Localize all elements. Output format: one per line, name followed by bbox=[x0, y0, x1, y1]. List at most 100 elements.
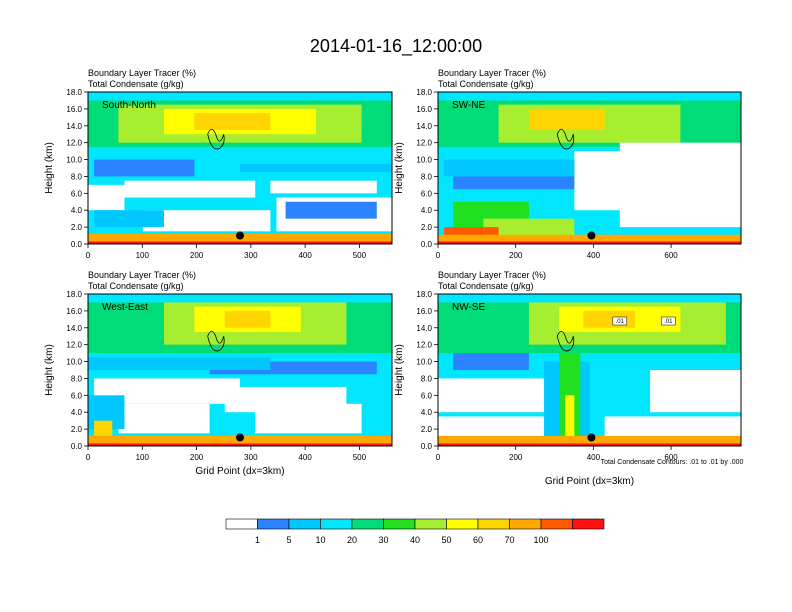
field-region bbox=[118, 403, 210, 434]
field-region bbox=[224, 310, 271, 328]
colorbar-swatch bbox=[572, 518, 605, 530]
y-tick-label: 6.0 bbox=[71, 189, 83, 198]
figure-title: 2014-01-16_12:00:00 bbox=[310, 36, 482, 57]
x-tick-label: 200 bbox=[190, 453, 204, 462]
y-tick-label: 6.0 bbox=[71, 391, 83, 400]
field-region bbox=[583, 310, 635, 328]
field-region bbox=[559, 353, 581, 438]
field-region bbox=[528, 108, 605, 130]
field-region bbox=[88, 357, 271, 370]
x-tick-label: 0 bbox=[436, 453, 441, 462]
y-tick-label: 2.0 bbox=[421, 223, 433, 232]
colorbar-swatch bbox=[383, 518, 416, 530]
contour-label-box bbox=[612, 316, 628, 326]
y-tick-label: 16.0 bbox=[66, 105, 82, 114]
colorbar-swatch bbox=[257, 518, 290, 530]
y-tick-label: 12.0 bbox=[66, 139, 82, 148]
panel-label-tracer: Boundary Layer Tracer (%) bbox=[88, 68, 196, 78]
y-tick-label: 8.0 bbox=[421, 374, 433, 383]
field-region bbox=[285, 201, 377, 219]
condensate-contour bbox=[556, 330, 575, 352]
panel-name: SW-NE bbox=[452, 100, 485, 111]
y-tick-label: 6.0 bbox=[421, 391, 433, 400]
panel-label-condensate: Total Condensate (g/kg) bbox=[88, 79, 184, 89]
colorbar-swatch bbox=[351, 518, 384, 530]
field-region bbox=[438, 241, 741, 244]
plot-frame bbox=[437, 91, 742, 245]
panel-label-condensate: Total Condensate (g/kg) bbox=[88, 281, 184, 291]
y-tick-label: 6.0 bbox=[421, 189, 433, 198]
plot-frame bbox=[87, 91, 393, 245]
field-region bbox=[142, 210, 271, 232]
location-marker bbox=[587, 231, 596, 240]
y-tick-label: 14.0 bbox=[416, 122, 432, 131]
y-tick-label: 4.0 bbox=[71, 206, 83, 215]
colorbar-label: 60 bbox=[473, 535, 483, 545]
colorbar-label: 1 bbox=[255, 535, 260, 545]
y-tick-label: 10.0 bbox=[416, 156, 432, 165]
y-tick-label: 8.0 bbox=[71, 172, 83, 181]
panel-name: NW-SE bbox=[452, 302, 485, 313]
x-tick-label: 400 bbox=[298, 251, 312, 260]
condensate-contour bbox=[207, 128, 225, 150]
x-tick-label: 200 bbox=[509, 453, 523, 462]
field-region bbox=[94, 210, 164, 228]
location-marker bbox=[236, 231, 244, 240]
location-marker bbox=[236, 433, 244, 442]
plot-frame bbox=[87, 293, 393, 447]
colorbar-swatch bbox=[225, 518, 258, 530]
y-tick-label: 2.0 bbox=[71, 425, 83, 434]
x-tick-label: 0 bbox=[86, 453, 91, 462]
y-tick-label: 10.0 bbox=[66, 358, 82, 367]
colorbar-label: 5 bbox=[286, 535, 291, 545]
colorbar-label: 10 bbox=[315, 535, 325, 545]
x-tick-label: 400 bbox=[587, 251, 601, 260]
plot-frame bbox=[437, 293, 742, 447]
x-axis-label: Grid Point (dx=3km) bbox=[195, 466, 284, 477]
colorbar-swatch bbox=[477, 518, 510, 530]
x-tick-label: 400 bbox=[587, 453, 601, 462]
panel-name: South-North bbox=[102, 100, 156, 111]
y-tick-label: 12.0 bbox=[416, 341, 432, 350]
x-tick-label: 400 bbox=[298, 453, 312, 462]
x-tick-label: 500 bbox=[353, 251, 367, 260]
field-region bbox=[483, 218, 575, 236]
field-region bbox=[619, 142, 741, 228]
panel-label-condensate: Total Condensate (g/kg) bbox=[438, 79, 534, 89]
y-tick-label: 16.0 bbox=[416, 105, 432, 114]
y-tick-label: 0.0 bbox=[71, 442, 83, 451]
y-tick-label: 10.0 bbox=[66, 156, 82, 165]
colorbar-label: 100 bbox=[533, 535, 548, 545]
colorbar-swatch bbox=[446, 518, 479, 530]
colorbar-swatch bbox=[288, 518, 321, 530]
field-region bbox=[438, 416, 554, 438]
panels-group: 0.0 2.0 4.0 6.0 8.0 10.0 12.0 14.0 16.0 18.0 0 100 2… bbox=[44, 68, 742, 487]
y-tick-label: 18.0 bbox=[416, 290, 432, 299]
y-tick-label: 16.0 bbox=[416, 307, 432, 316]
panel-label-condensate: Total Condensate (g/kg) bbox=[438, 281, 534, 291]
y-tick-label: 14.0 bbox=[66, 122, 82, 131]
field-region bbox=[444, 159, 575, 177]
y-tick-label: 16.0 bbox=[66, 307, 82, 316]
colorbar-label: 50 bbox=[441, 535, 451, 545]
colorbar: 1 5 10 20 30 40 50 60 70 100 bbox=[225, 518, 605, 545]
colorbar-swatch bbox=[320, 518, 353, 530]
field-region bbox=[604, 416, 741, 438]
field-region bbox=[650, 370, 741, 413]
x-tick-label: 100 bbox=[136, 251, 150, 260]
location-marker bbox=[587, 433, 596, 442]
x-tick-label: 0 bbox=[86, 251, 91, 260]
field-region bbox=[453, 176, 575, 190]
y-tick-label: 12.0 bbox=[416, 139, 432, 148]
contour-label: .01 bbox=[616, 319, 625, 325]
colorbar-swatch bbox=[540, 518, 573, 530]
panel-name: West-East bbox=[102, 302, 148, 313]
y-tick-label: 2.0 bbox=[421, 425, 433, 434]
field-region bbox=[453, 353, 529, 370]
y-tick-label: 12.0 bbox=[66, 341, 82, 350]
condensate-contour bbox=[207, 330, 225, 352]
y-tick-label: 4.0 bbox=[421, 206, 433, 215]
contour-label-box bbox=[661, 316, 676, 326]
x-axis-label: Grid Point (dx=3km) bbox=[545, 476, 634, 487]
